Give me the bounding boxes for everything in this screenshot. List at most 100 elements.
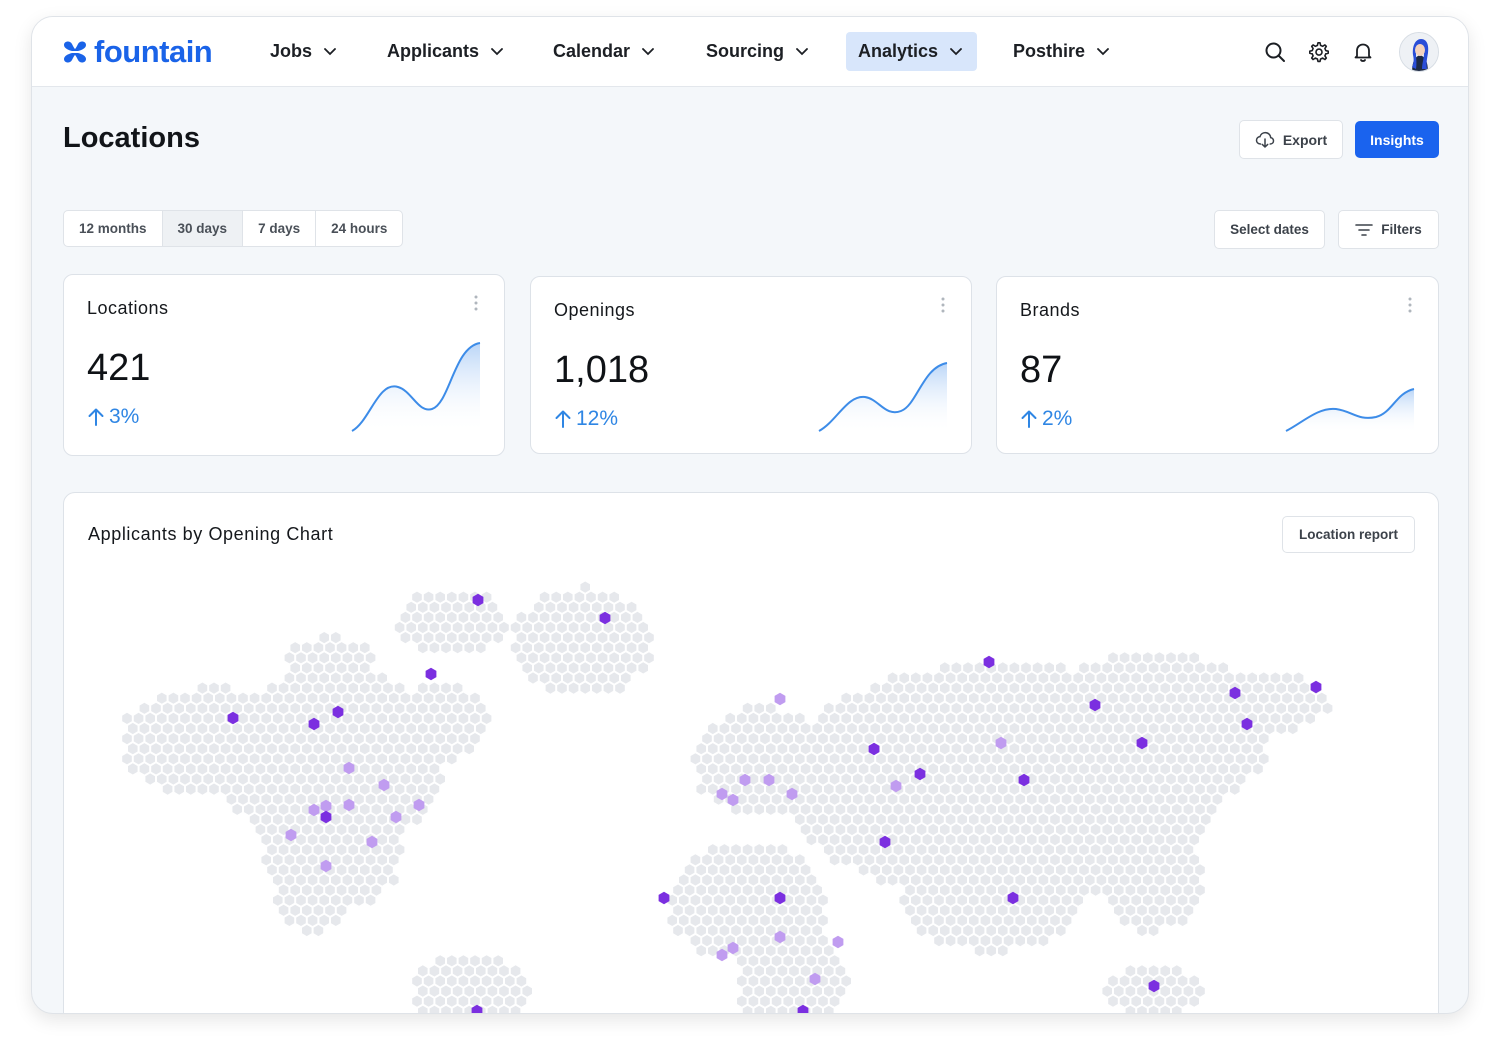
map-hex [568, 662, 579, 674]
more-vertical-icon[interactable] [941, 297, 945, 313]
map-hex [905, 682, 915, 694]
map-hex [853, 773, 863, 785]
filters-button[interactable]: Filters [1338, 210, 1439, 249]
map-hex [957, 793, 967, 805]
map-hex [771, 733, 782, 745]
map-hex [574, 652, 585, 664]
map-hex [754, 1005, 764, 1013]
map-hex [760, 935, 770, 947]
more-vertical-icon[interactable] [474, 295, 478, 311]
range-30-days[interactable]: 30 days [162, 211, 244, 246]
map-hex [441, 965, 451, 977]
map-hex [725, 712, 735, 724]
nav-posthire[interactable]: Posthire [1001, 32, 1121, 71]
map-hex [1148, 803, 1159, 815]
map-hex [1218, 682, 1228, 694]
map-hex [986, 803, 996, 815]
range-7-days[interactable]: 7 days [243, 211, 317, 246]
map-hex [818, 813, 828, 825]
map-hex [255, 763, 266, 775]
map-hex [238, 712, 248, 724]
map-hex [969, 712, 979, 724]
map-hex [162, 783, 173, 795]
map-hex [853, 793, 863, 805]
map-hex [1136, 736, 1148, 750]
nav-jobs[interactable]: Jobs [258, 32, 348, 71]
more-vertical-icon[interactable] [1408, 297, 1412, 313]
nav-analytics[interactable]: Analytics [846, 32, 977, 71]
map-hex [899, 813, 909, 825]
map-hex [354, 773, 364, 785]
map-hex [1015, 813, 1025, 825]
map-hex [244, 743, 254, 755]
map-hex [963, 803, 973, 815]
map-hex [464, 601, 474, 613]
map-hex [238, 793, 248, 805]
map-hex [1235, 773, 1246, 785]
map-hex [795, 733, 805, 745]
gear-icon[interactable] [1308, 41, 1330, 63]
nav-applicants[interactable]: Applicants [375, 32, 515, 71]
avatar[interactable] [1399, 32, 1439, 72]
map-hex [1160, 884, 1170, 896]
map-hex [348, 823, 358, 836]
map-hex [974, 803, 985, 815]
map-hex [992, 894, 1002, 906]
location-report-button[interactable]: Location report [1282, 516, 1415, 553]
range-12-months[interactable]: 12 months [64, 211, 163, 246]
map-hex [197, 743, 208, 755]
map-hex [319, 632, 329, 644]
map-hex [737, 995, 747, 1007]
map-hex [1114, 722, 1124, 735]
map-hex [1131, 712, 1141, 724]
map-hex [354, 733, 364, 745]
map-hex [916, 803, 927, 815]
map-hex [766, 803, 776, 815]
nav-calendar[interactable]: Calendar [541, 32, 666, 71]
nav-sourcing[interactable]: Sourcing [694, 32, 820, 71]
map-hex [1003, 793, 1014, 805]
map-hex [1061, 753, 1072, 765]
map-hex [1177, 652, 1188, 664]
map-hex [870, 722, 880, 735]
map-hex [1102, 985, 1112, 997]
map-hex [974, 904, 985, 916]
map-hex [986, 864, 996, 876]
map-hex [1131, 834, 1141, 846]
map-hex [835, 803, 846, 815]
map-hex [139, 743, 150, 755]
select-dates-button[interactable]: Select dates [1214, 210, 1325, 249]
map-hex [128, 763, 138, 775]
map-hex [858, 763, 869, 775]
map-hex [418, 621, 428, 634]
map-hex [882, 682, 892, 694]
map-hex [464, 722, 474, 735]
map-hex [1154, 995, 1165, 1007]
map-hex [969, 813, 979, 825]
insights-label: Insights [1370, 131, 1424, 148]
export-button[interactable]: Export [1239, 120, 1343, 159]
fountain-logo[interactable]: fountain [62, 33, 213, 71]
map-hex [151, 763, 161, 775]
map-hex [360, 864, 370, 876]
map-hex [452, 985, 463, 997]
map-hex [916, 783, 927, 795]
map-hex [412, 692, 422, 704]
map-hex [864, 834, 875, 846]
bell-icon[interactable] [1352, 41, 1374, 63]
map-hex [296, 894, 306, 906]
search-icon[interactable] [1264, 41, 1286, 63]
map-hex [841, 975, 851, 987]
map-hex [800, 743, 811, 755]
insights-button[interactable]: Insights [1355, 121, 1439, 158]
map-hex [974, 924, 985, 937]
map-hex [795, 712, 805, 724]
map-hex [847, 803, 857, 815]
map-hex [1009, 823, 1020, 836]
map-hex [876, 773, 886, 785]
map-hex [290, 642, 300, 654]
map-hex [313, 884, 324, 896]
trend-sparkline [1285, 388, 1415, 433]
range-24-hours[interactable]: 24 hours [331, 221, 388, 236]
map-hex [1177, 834, 1188, 846]
